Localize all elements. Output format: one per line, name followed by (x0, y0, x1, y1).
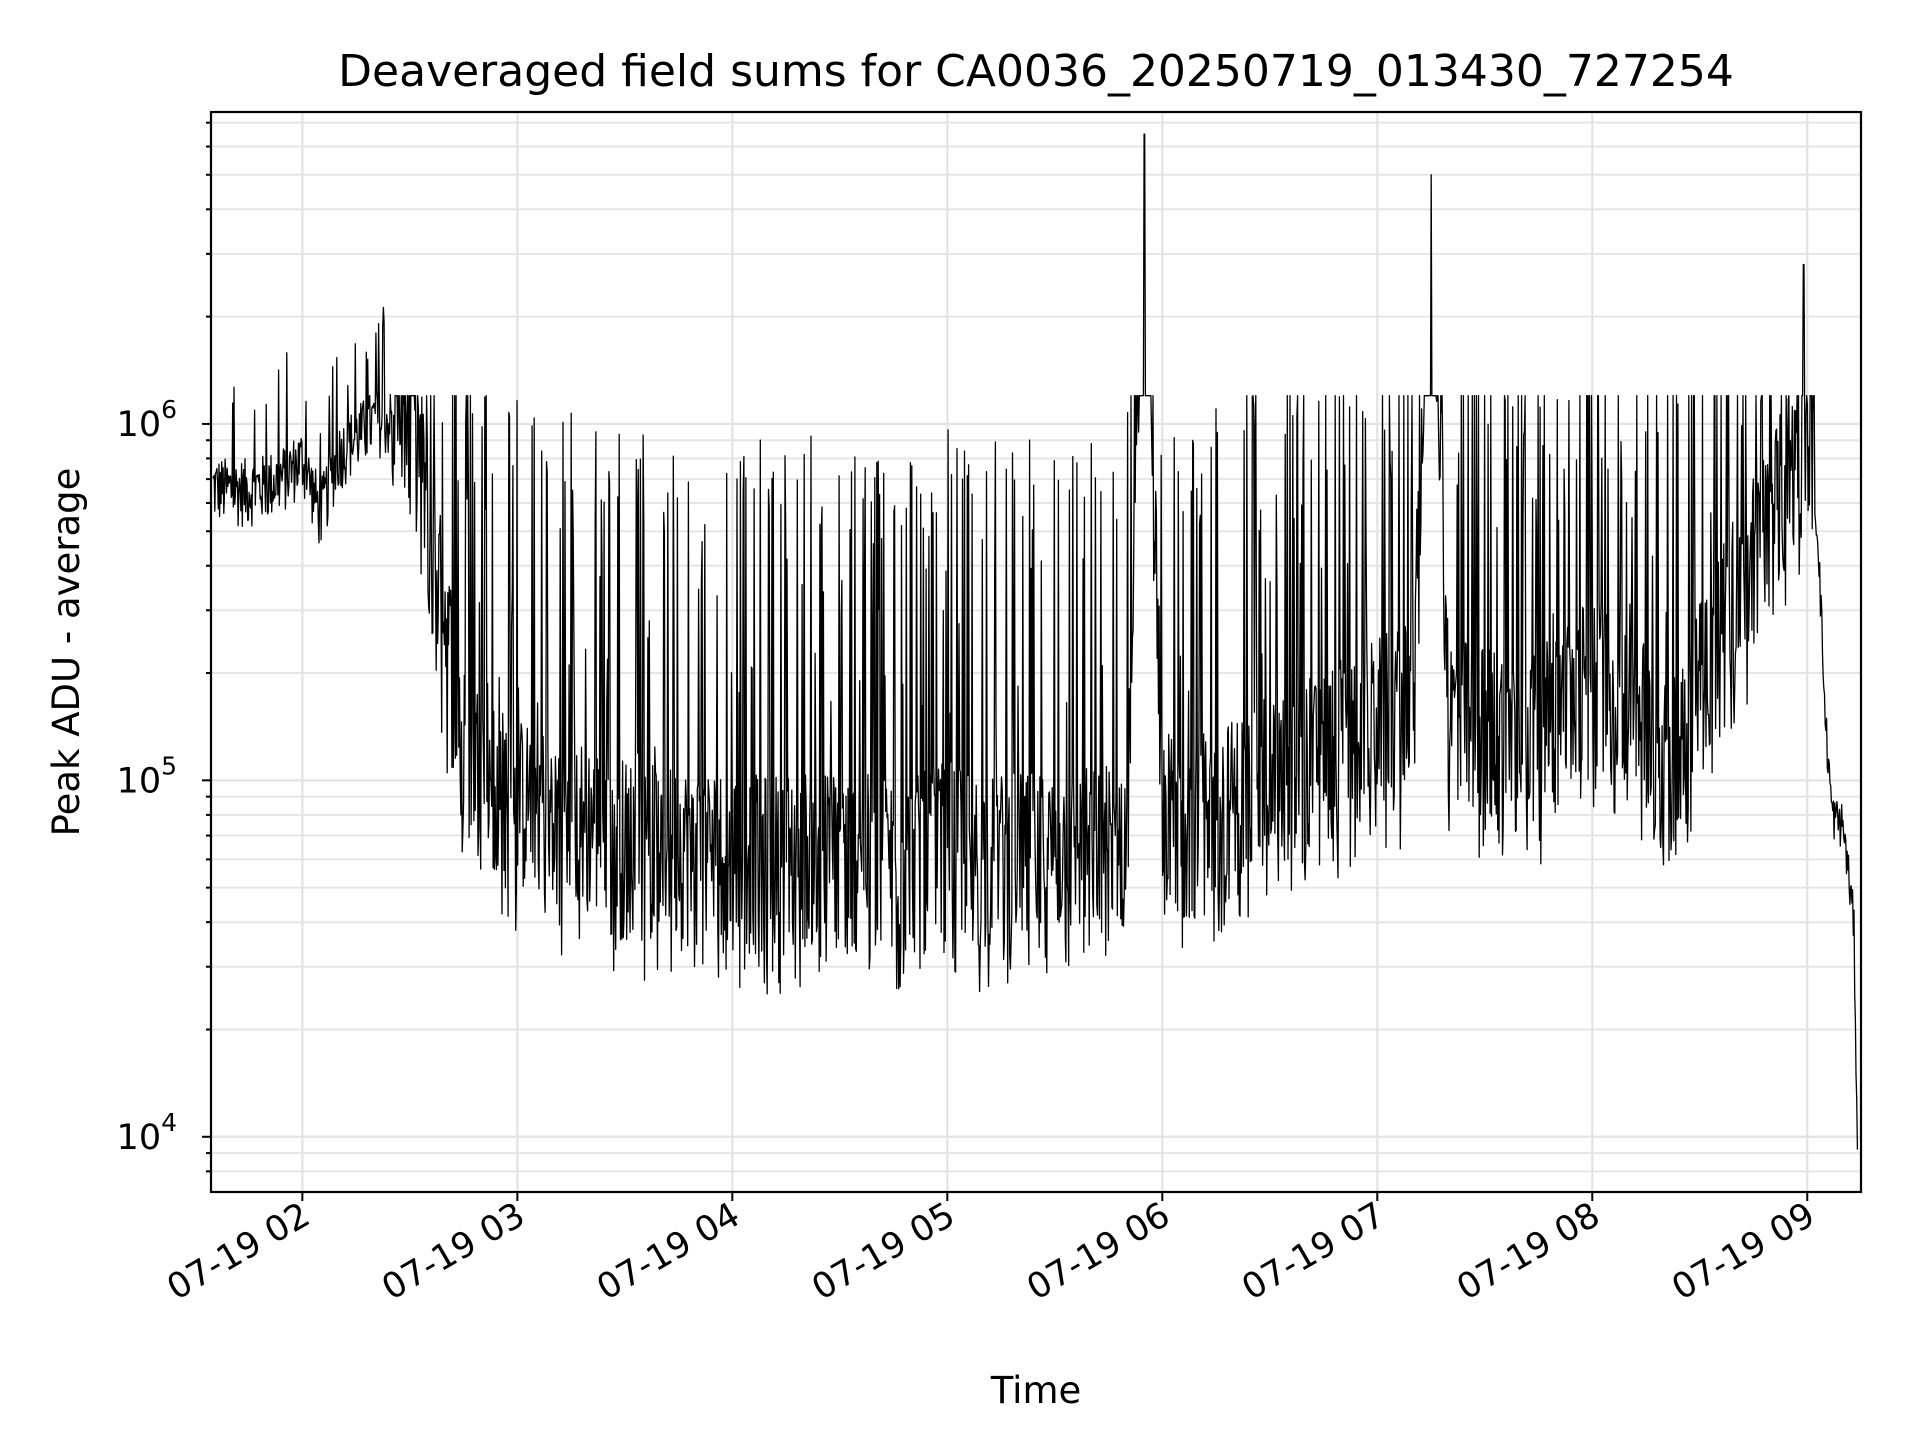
x-axis-label: Time (990, 1369, 1082, 1412)
chart-title: Deaveraged field sums for CA0036_2025071… (338, 46, 1734, 97)
plot-frame (209, 110, 1863, 1194)
series-line (212, 133, 1859, 1150)
series-layer (212, 133, 1859, 1150)
y-tick-exponent: 6 (161, 395, 177, 424)
y-axis-label: Peak ADU - average (45, 468, 88, 837)
y-tick-exponent: 4 (161, 1108, 177, 1137)
y-tick-exponent: 5 (161, 751, 177, 780)
